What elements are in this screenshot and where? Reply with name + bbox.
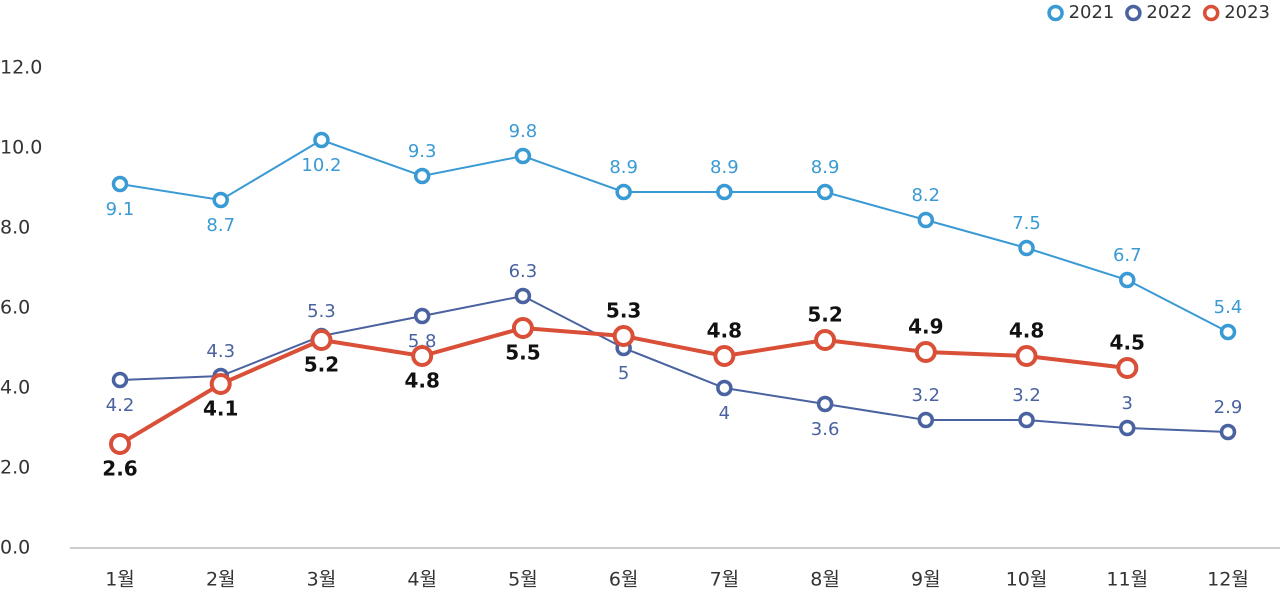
x-tick-label: 7월 [710, 569, 740, 591]
data-label: 5.3 [606, 299, 641, 323]
point [111, 175, 129, 193]
point [209, 373, 232, 395]
point [511, 317, 534, 339]
point [109, 433, 131, 455]
data-label: 3.6 [811, 419, 840, 440]
data-label: 4.3 [206, 341, 235, 362]
data-label: 5.5 [505, 341, 540, 365]
data-label: 5 [618, 363, 629, 384]
point [1219, 423, 1237, 441]
y-tick-label: 0.0 [0, 537, 30, 559]
series-line [119, 294, 1229, 433]
x-tick-label: 12월 [1207, 569, 1249, 591]
data-label: 4.8 [707, 319, 742, 343]
point [111, 371, 129, 389]
point [514, 287, 532, 305]
y-tick-label: 4.0 [0, 377, 30, 399]
data-label: 4.8 [1009, 319, 1044, 343]
data-label: 3 [1122, 393, 1133, 414]
data-label: 4.1 [203, 397, 238, 421]
y-tick-label: 6.0 [0, 297, 30, 319]
data-label: 4.9 [908, 315, 943, 339]
x-tick-label: 4월 [407, 569, 437, 591]
data-label: 5.2 [304, 353, 339, 377]
point [1219, 323, 1237, 341]
x-tick-label: 8월 [810, 569, 840, 591]
data-label: 4.8 [404, 369, 439, 393]
data-label: 7.5 [1012, 213, 1041, 234]
legend-label: 2023 [1224, 2, 1270, 23]
data-label: 9.8 [509, 121, 538, 142]
point [1015, 345, 1038, 367]
x-tick-label: 2월 [206, 569, 236, 591]
point [1119, 271, 1136, 289]
data-label: 4.2 [106, 395, 135, 416]
data-label: 5.2 [807, 303, 842, 327]
point [816, 395, 834, 413]
data-label: 9.3 [408, 141, 437, 162]
y-tick-label: 10.0 [0, 137, 42, 159]
x-tick-label: 10월 [1006, 569, 1048, 591]
x-tick-label: 9월 [911, 569, 941, 591]
point [612, 325, 635, 347]
data-label: 2.6 [102, 457, 137, 481]
point [816, 183, 834, 201]
y-tick-label: 2.0 [0, 457, 30, 479]
data-label: 8.2 [911, 185, 940, 206]
data-label: 8.7 [206, 215, 235, 236]
x-tick-label: 5월 [508, 569, 538, 591]
point [716, 183, 733, 201]
point [1116, 357, 1139, 379]
data-label: 6.3 [509, 261, 538, 282]
point [310, 329, 333, 351]
point [514, 147, 532, 165]
point [917, 211, 935, 229]
data-label: 8.9 [710, 157, 739, 178]
point [1018, 411, 1035, 429]
data-label: 5.4 [1214, 297, 1243, 318]
data-label: 9.1 [106, 199, 135, 220]
data-label: 5.8 [408, 331, 437, 352]
point [212, 191, 229, 209]
data-label: 3.2 [1012, 385, 1041, 406]
legend-marker [1047, 4, 1064, 22]
point [413, 307, 431, 325]
data-label: 8.9 [811, 157, 840, 178]
x-tick-label: 6월 [609, 569, 639, 591]
data-label: 8.9 [609, 157, 638, 178]
point [814, 329, 837, 351]
point [313, 131, 330, 149]
point [917, 411, 935, 429]
data-label: 2.9 [1214, 397, 1243, 418]
point [615, 183, 632, 201]
x-tick-label: 11월 [1106, 569, 1148, 591]
data-label: 10.2 [301, 155, 341, 176]
point [716, 379, 733, 397]
data-label: 4.5 [1110, 331, 1145, 355]
y-tick-label: 8.0 [0, 217, 30, 239]
data-label: 4 [719, 403, 730, 424]
point [413, 167, 431, 185]
data-label: 3.2 [911, 385, 940, 406]
y-tick-label: 12.0 [0, 57, 42, 79]
point [411, 345, 434, 367]
legend-marker [1125, 4, 1142, 22]
data-label: 5.3 [307, 301, 336, 322]
x-tick-label: 1월 [105, 569, 135, 591]
point [1018, 239, 1035, 257]
series-line [119, 138, 1229, 333]
point [914, 341, 937, 363]
legend-marker [1202, 4, 1220, 22]
legend-label: 2022 [1146, 2, 1192, 23]
x-tick-label: 3월 [307, 569, 337, 591]
point [1119, 419, 1136, 437]
legend-label: 2021 [1069, 2, 1115, 23]
point [713, 345, 736, 367]
data-label: 6.7 [1113, 245, 1142, 266]
